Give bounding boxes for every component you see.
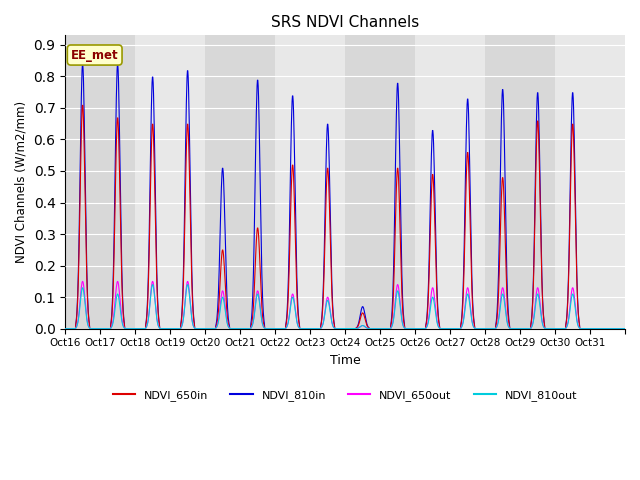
- NDVI_810in: [331, 326, 339, 332]
- NDVI_810out: [149, 283, 157, 288]
- NDVI_810out: [621, 326, 629, 332]
- Y-axis label: NDVI Channels (W/m2/mm): NDVI Channels (W/m2/mm): [15, 101, 28, 263]
- NDVI_650in: [61, 326, 69, 332]
- NDVI_810out: [614, 326, 622, 332]
- Title: SRS NDVI Channels: SRS NDVI Channels: [271, 15, 419, 30]
- NDVI_650out: [79, 278, 86, 284]
- Line: NDVI_650out: NDVI_650out: [65, 281, 625, 329]
- NDVI_810in: [621, 326, 629, 332]
- NDVI_810out: [61, 326, 69, 332]
- Bar: [135, 36, 205, 329]
- NDVI_810in: [559, 326, 567, 332]
- NDVI_810in: [61, 326, 69, 332]
- NDVI_650in: [614, 326, 622, 332]
- Legend: NDVI_650in, NDVI_810in, NDVI_650out, NDVI_810out: NDVI_650in, NDVI_810in, NDVI_650out, NDV…: [108, 385, 582, 405]
- Line: NDVI_810in: NDVI_810in: [65, 64, 625, 329]
- Bar: [345, 36, 415, 329]
- NDVI_650in: [149, 126, 157, 132]
- NDVI_650out: [559, 326, 567, 332]
- NDVI_650in: [621, 326, 629, 332]
- Line: NDVI_650in: NDVI_650in: [65, 105, 625, 329]
- NDVI_810in: [321, 252, 328, 258]
- Line: NDVI_810out: NDVI_810out: [65, 285, 625, 329]
- NDVI_650out: [477, 326, 485, 332]
- NDVI_650out: [149, 280, 157, 286]
- NDVI_650in: [559, 326, 567, 332]
- NDVI_650in: [477, 326, 485, 332]
- NDVI_810in: [149, 80, 157, 85]
- NDVI_650out: [331, 326, 339, 332]
- NDVI_650out: [61, 326, 69, 332]
- Bar: [275, 36, 345, 329]
- NDVI_810out: [559, 326, 567, 332]
- NDVI_810out: [148, 282, 156, 288]
- NDVI_650out: [321, 314, 328, 320]
- NDVI_810out: [477, 326, 485, 332]
- Text: EE_met: EE_met: [71, 48, 118, 61]
- NDVI_650in: [331, 326, 339, 332]
- NDVI_810in: [79, 61, 86, 67]
- NDVI_650in: [321, 268, 328, 274]
- Bar: [65, 36, 135, 329]
- NDVI_810in: [477, 326, 485, 332]
- Bar: [555, 36, 625, 329]
- NDVI_650in: [79, 102, 86, 108]
- NDVI_810out: [331, 326, 339, 332]
- Bar: [205, 36, 275, 329]
- NDVI_650out: [614, 326, 622, 332]
- NDVI_810in: [614, 326, 622, 332]
- NDVI_810out: [321, 315, 328, 321]
- Bar: [415, 36, 485, 329]
- X-axis label: Time: Time: [330, 354, 360, 367]
- NDVI_650out: [621, 326, 629, 332]
- Bar: [485, 36, 555, 329]
